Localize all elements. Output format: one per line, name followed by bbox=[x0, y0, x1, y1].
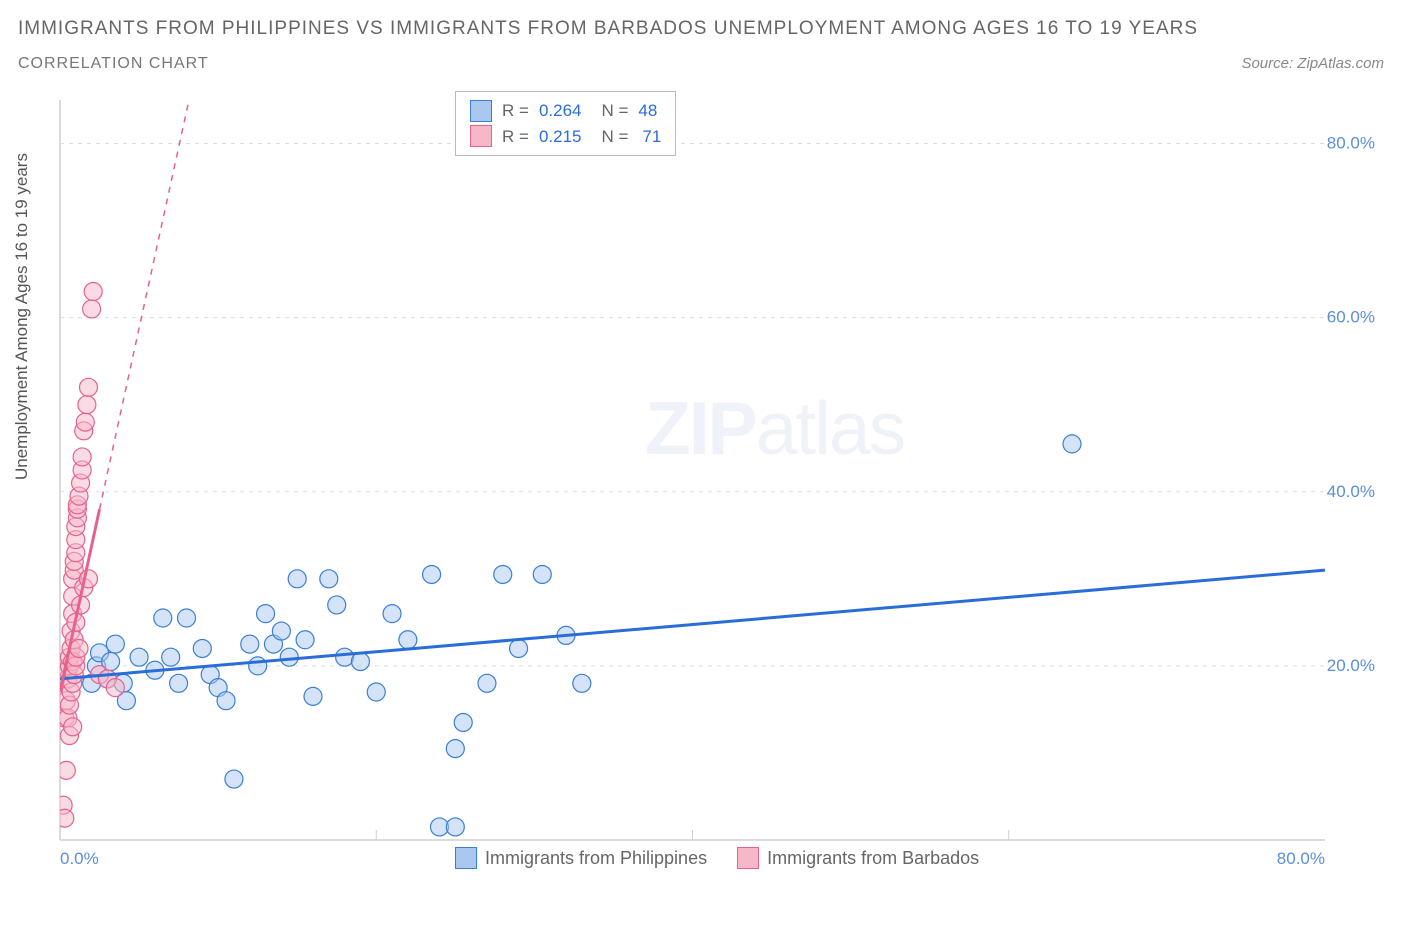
svg-text:40.0%: 40.0% bbox=[1327, 482, 1375, 501]
swatch-pink bbox=[470, 125, 492, 147]
r-label: R = bbox=[502, 98, 529, 124]
svg-text:60.0%: 60.0% bbox=[1327, 308, 1375, 327]
swatch-pink bbox=[737, 847, 759, 869]
chart-area: 20.0%40.0%60.0%80.0%0.0%80.0% ZIPatlas R… bbox=[55, 95, 1380, 870]
svg-text:20.0%: 20.0% bbox=[1327, 656, 1375, 675]
r-label: R = bbox=[502, 124, 529, 150]
legend-item-philippines: Immigrants from Philippines bbox=[455, 847, 707, 869]
svg-text:0.0%: 0.0% bbox=[60, 849, 99, 868]
legend-label-barbados: Immigrants from Barbados bbox=[767, 848, 979, 869]
n-value-philippines: 48 bbox=[638, 98, 657, 124]
svg-text:80.0%: 80.0% bbox=[1277, 849, 1325, 868]
chart-title: IMMIGRANTS FROM PHILIPPINES VS IMMIGRANT… bbox=[18, 18, 1198, 40]
legend-label-philippines: Immigrants from Philippines bbox=[485, 848, 707, 869]
source-label: Source: ZipAtlas.com bbox=[1241, 55, 1384, 72]
n-value-barbados: 71 bbox=[642, 124, 661, 150]
y-axis-label: Unemployment Among Ages 16 to 19 years bbox=[12, 153, 32, 480]
correlation-legend: R = 0.264 N = 48 R = 0.215 N = 71 bbox=[455, 91, 676, 156]
r-value-barbados: 0.215 bbox=[539, 124, 582, 150]
legend-row-philippines: R = 0.264 N = 48 bbox=[470, 98, 661, 124]
series-legend: Immigrants from Philippines Immigrants f… bbox=[455, 847, 979, 869]
scatter-plot: 20.0% 40.0% 60.0% 80.0% 0.0% 80.0% bbox=[55, 95, 1380, 870]
swatch-blue bbox=[455, 847, 477, 869]
legend-row-barbados: R = 0.215 N = 71 bbox=[470, 124, 661, 150]
swatch-blue bbox=[470, 100, 492, 122]
svg-text:80.0%: 80.0% bbox=[1327, 134, 1375, 153]
r-value-philippines: 0.264 bbox=[539, 98, 582, 124]
n-label: N = bbox=[601, 98, 628, 124]
chart-subtitle: CORRELATION CHART bbox=[18, 55, 209, 73]
legend-item-barbados: Immigrants from Barbados bbox=[737, 847, 979, 869]
n-label: N = bbox=[601, 124, 628, 150]
